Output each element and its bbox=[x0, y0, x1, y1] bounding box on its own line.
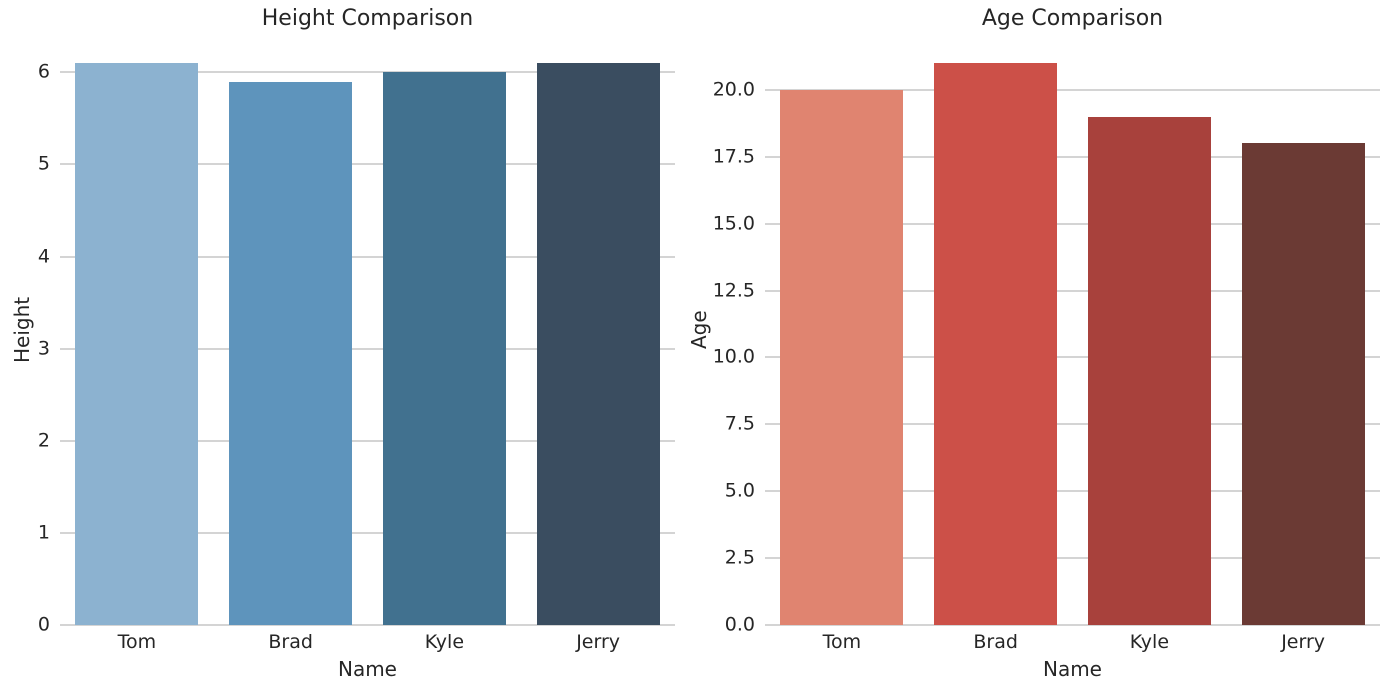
gridline bbox=[60, 624, 675, 626]
y-tick-label: 6 bbox=[37, 60, 50, 83]
bar-brad bbox=[229, 81, 353, 625]
y-tick-label: 1 bbox=[37, 521, 50, 544]
gridline bbox=[765, 88, 1380, 91]
y-tick-label: 4 bbox=[37, 245, 50, 268]
gridline bbox=[60, 71, 675, 74]
gridline bbox=[60, 255, 675, 258]
bar-jerry bbox=[536, 63, 660, 625]
gridline bbox=[765, 222, 1380, 225]
gridline bbox=[60, 347, 675, 350]
y-axis-label: Age bbox=[687, 310, 711, 350]
gridline bbox=[60, 531, 675, 534]
plot-area bbox=[765, 35, 1380, 626]
gridline bbox=[60, 163, 675, 166]
x-axis-ticks: Tom Brad Kyle Jerry bbox=[0, 632, 684, 658]
chart-title: Height Comparison bbox=[261, 6, 474, 31]
gridline bbox=[60, 439, 675, 442]
bar-kyle bbox=[1087, 116, 1211, 625]
bar-tom bbox=[75, 63, 199, 625]
x-tick-label: Kyle bbox=[424, 631, 465, 653]
x-tick-label: Jerry bbox=[576, 631, 621, 653]
plot-area bbox=[60, 35, 675, 626]
gridline bbox=[765, 624, 1380, 626]
y-tick-label: 5 bbox=[37, 152, 50, 175]
x-axis-ticks: Tom Brad Kyle Jerry bbox=[705, 632, 1389, 658]
y-tick-label: 2 bbox=[37, 429, 50, 452]
x-tick-label: Tom bbox=[822, 631, 862, 653]
x-tick-label: Kyle bbox=[1129, 631, 1170, 653]
age-comparison-chart: Age Comparison Age 0.0 2.5 5.0 7.5 10.0 12.5 1… bbox=[687, 0, 1389, 690]
bar-jerry bbox=[1241, 143, 1365, 625]
y-tick-label: 5.0 bbox=[724, 479, 755, 502]
y-tick-label: 0 bbox=[37, 613, 50, 636]
y-tick-label: 3 bbox=[37, 337, 50, 360]
gridline bbox=[765, 356, 1380, 359]
x-axis-label: Name bbox=[337, 657, 397, 681]
bar-brad bbox=[934, 63, 1058, 625]
bar-tom bbox=[780, 89, 904, 625]
y-tick-label: 2.5 bbox=[724, 546, 755, 569]
chart-title: Age Comparison bbox=[981, 6, 1164, 31]
x-tick-label: Jerry bbox=[1281, 631, 1326, 653]
y-tick-label: 12.5 bbox=[712, 279, 755, 302]
x-axis-label: Name bbox=[1042, 657, 1102, 681]
gridline bbox=[765, 557, 1380, 560]
y-tick-label: 15.0 bbox=[712, 212, 755, 235]
x-tick-label: Brad bbox=[268, 631, 313, 653]
y-tick-label: 7.5 bbox=[724, 412, 755, 435]
gridline bbox=[765, 289, 1380, 292]
y-tick-label: 0.0 bbox=[724, 613, 755, 636]
gridline bbox=[765, 423, 1380, 426]
y-tick-label: 20.0 bbox=[712, 78, 755, 101]
y-tick-label: 10.0 bbox=[712, 345, 755, 368]
x-tick-label: Brad bbox=[973, 631, 1018, 653]
gridline bbox=[765, 155, 1380, 158]
y-tick-label: 17.5 bbox=[712, 145, 755, 168]
gridline bbox=[765, 490, 1380, 493]
bar-kyle bbox=[382, 72, 506, 625]
x-tick-label: Tom bbox=[117, 631, 157, 653]
